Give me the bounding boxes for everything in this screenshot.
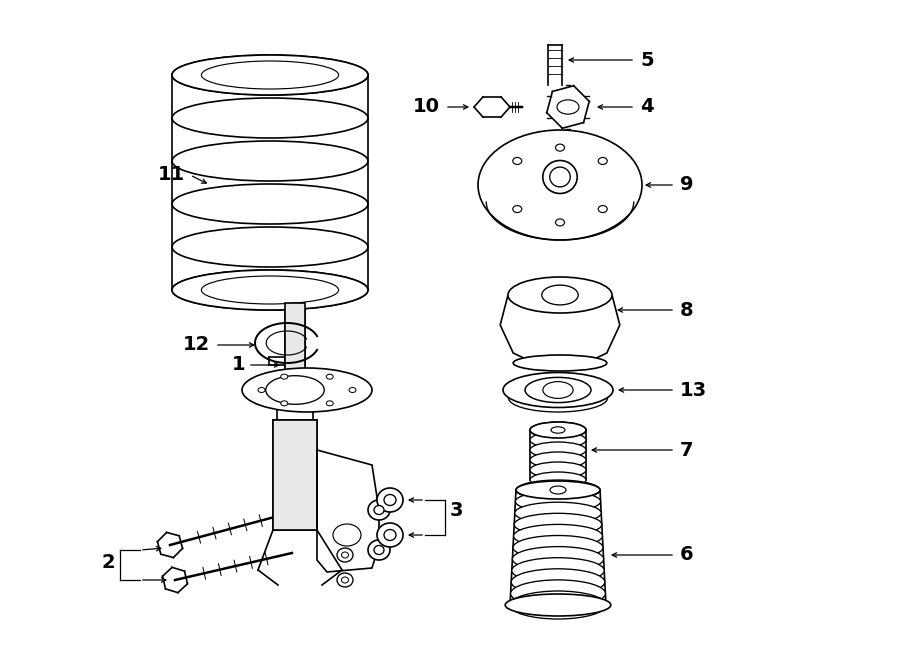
Ellipse shape (530, 442, 586, 458)
Ellipse shape (512, 547, 604, 571)
Ellipse shape (374, 545, 384, 555)
Ellipse shape (508, 277, 612, 313)
Text: 12: 12 (183, 336, 210, 354)
Ellipse shape (513, 206, 522, 213)
Ellipse shape (337, 548, 353, 562)
Ellipse shape (530, 472, 586, 488)
Ellipse shape (374, 506, 384, 514)
Ellipse shape (202, 61, 338, 89)
Ellipse shape (511, 569, 605, 595)
Ellipse shape (281, 401, 288, 406)
Ellipse shape (516, 481, 600, 499)
Text: 11: 11 (158, 165, 185, 184)
Ellipse shape (555, 144, 564, 151)
Ellipse shape (513, 157, 522, 165)
Ellipse shape (326, 374, 333, 379)
Ellipse shape (530, 422, 586, 438)
Ellipse shape (202, 276, 338, 304)
Ellipse shape (555, 219, 564, 226)
Text: 1: 1 (231, 356, 245, 375)
Ellipse shape (514, 514, 602, 535)
Ellipse shape (337, 573, 353, 587)
Ellipse shape (377, 523, 403, 547)
Text: 6: 6 (680, 545, 694, 564)
FancyBboxPatch shape (285, 303, 305, 380)
FancyBboxPatch shape (273, 420, 317, 530)
Ellipse shape (510, 580, 606, 607)
Ellipse shape (503, 373, 613, 407)
Ellipse shape (514, 524, 602, 547)
Ellipse shape (242, 368, 372, 412)
Ellipse shape (172, 55, 368, 95)
Text: 10: 10 (413, 98, 440, 116)
Ellipse shape (530, 452, 586, 468)
Text: 7: 7 (680, 440, 694, 459)
Ellipse shape (516, 491, 600, 512)
Ellipse shape (530, 462, 586, 478)
Ellipse shape (281, 374, 288, 379)
Ellipse shape (598, 157, 608, 165)
Ellipse shape (513, 355, 607, 371)
Ellipse shape (550, 167, 571, 187)
Ellipse shape (512, 558, 604, 583)
Ellipse shape (516, 480, 600, 500)
Text: 13: 13 (680, 381, 707, 399)
Ellipse shape (557, 100, 579, 114)
Ellipse shape (368, 540, 390, 560)
Ellipse shape (478, 130, 642, 240)
Ellipse shape (341, 577, 348, 583)
Ellipse shape (384, 529, 396, 541)
Ellipse shape (515, 502, 601, 524)
Ellipse shape (341, 552, 348, 558)
Ellipse shape (172, 270, 368, 310)
Text: 9: 9 (680, 176, 694, 194)
Ellipse shape (598, 206, 608, 213)
Ellipse shape (349, 387, 356, 393)
Ellipse shape (543, 161, 577, 194)
Ellipse shape (525, 377, 591, 403)
Text: 8: 8 (680, 301, 694, 319)
Text: 4: 4 (640, 98, 653, 116)
Ellipse shape (543, 381, 573, 399)
Ellipse shape (530, 422, 586, 438)
Text: 3: 3 (450, 500, 464, 520)
Ellipse shape (513, 535, 603, 559)
Ellipse shape (377, 488, 403, 512)
Ellipse shape (326, 401, 333, 406)
Text: 5: 5 (640, 50, 653, 69)
Ellipse shape (505, 594, 611, 616)
Ellipse shape (510, 591, 606, 619)
Ellipse shape (368, 500, 390, 520)
Ellipse shape (258, 387, 265, 393)
Ellipse shape (530, 432, 586, 448)
Ellipse shape (550, 486, 566, 494)
Ellipse shape (384, 494, 396, 506)
Ellipse shape (542, 285, 578, 305)
Text: 2: 2 (102, 553, 115, 572)
Ellipse shape (551, 427, 565, 433)
